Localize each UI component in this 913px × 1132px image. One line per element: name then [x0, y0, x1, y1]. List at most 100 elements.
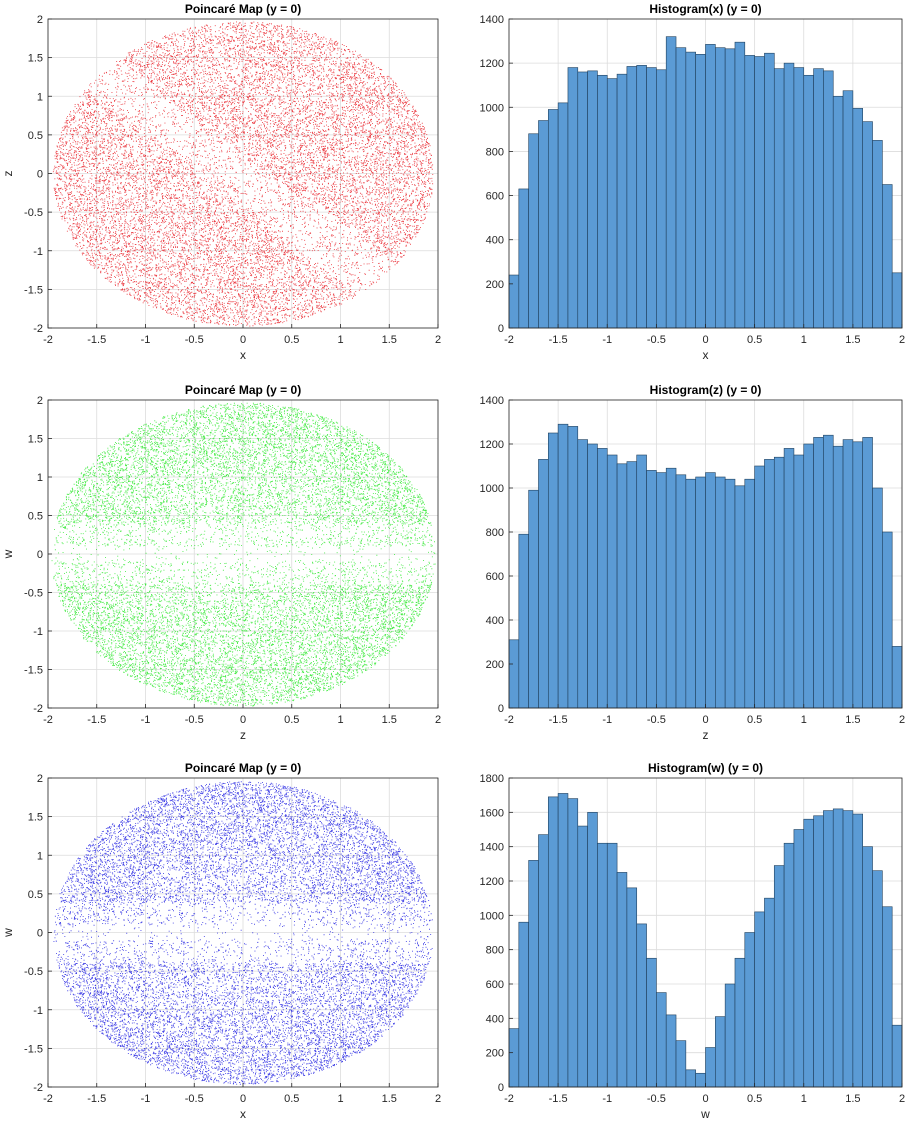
- histogram-bar: [616, 463, 628, 709]
- histogram-bar: [793, 829, 805, 1088]
- x-tick-label: -0.5: [647, 334, 666, 346]
- x-tick-label: 1: [801, 714, 807, 726]
- y-tick-label: -0.5: [24, 588, 43, 600]
- x-tick-label: -0.5: [185, 334, 204, 346]
- x-tick-label: 0: [240, 714, 246, 726]
- x-tick-label: 2: [435, 1093, 441, 1105]
- y-tick-label: -1: [33, 246, 43, 258]
- y-tick-label: 1200: [480, 439, 504, 451]
- histogram-bar: [852, 441, 863, 709]
- y-tick-label: 0.5: [28, 511, 43, 523]
- chart-panel-2: -2 -1.5 -1 -0.5 0 0.5 1 1.5 2 0 200 400 600 800 1000 12…: [480, 2, 906, 362]
- x-tick-label: -0.5: [185, 1093, 204, 1105]
- histogram-bar: [754, 465, 765, 709]
- histogram-bar: [636, 454, 647, 709]
- histogram-bar: [616, 73, 628, 329]
- histogram-bar: [783, 62, 795, 329]
- chart-panel-6: -2 -1.5 -1 -0.5 0 0.5 1 1.5 2 0 200 400 600 800 1000 12…: [480, 761, 906, 1121]
- x-tick-label: -2: [43, 334, 53, 346]
- y-tick-label: 1: [37, 850, 43, 862]
- histogram-bar: [842, 90, 854, 329]
- x-tick-label: 2: [899, 1093, 905, 1105]
- y-tick-label: 2: [37, 14, 43, 26]
- y-tick-label: 200: [486, 1048, 504, 1060]
- histogram-bar: [508, 639, 520, 709]
- y-tick-label: 800: [486, 527, 504, 539]
- histogram-bar: [754, 56, 765, 329]
- y-tick-label: -1.5: [24, 1043, 43, 1055]
- x-axis-label: z: [703, 728, 709, 742]
- x-tick-label: 0: [240, 334, 246, 346]
- x-axis-label: x: [240, 348, 246, 362]
- y-tick-label: -1.5: [24, 284, 43, 296]
- chart-panel-5: -2 -1.5 -1 -0.5 0 0.5 1 1.5 2 -2 -1.5 -1 -0.5 0 0.5 1 1.…: [1, 761, 441, 1121]
- x-tick-label: 1: [337, 334, 343, 346]
- x-tick-label: -2: [504, 714, 514, 726]
- histogram-bar: [518, 533, 529, 709]
- x-tick-label: 2: [899, 714, 905, 726]
- x-axis-label: z: [240, 728, 246, 742]
- histogram-bar: [764, 52, 775, 329]
- histogram-bar: [508, 274, 520, 329]
- y-tick-label: 400: [486, 1013, 504, 1025]
- y-tick-label: 1400: [480, 14, 504, 26]
- histogram-bar: [616, 872, 628, 1088]
- histogram-bar: [715, 476, 726, 709]
- histogram-bar: [665, 36, 677, 329]
- y-tick-label: 0: [37, 928, 43, 940]
- histogram-bar: [646, 957, 657, 1088]
- y-tick-label: 1000: [480, 910, 504, 922]
- x-tick-label: -0.5: [647, 714, 666, 726]
- histogram-bar: [528, 860, 539, 1088]
- histogram-bar: [832, 95, 844, 329]
- histogram-bar: [577, 71, 588, 329]
- histogram-bar: [882, 906, 893, 1088]
- histogram-bar: [547, 109, 559, 329]
- y-tick-label: -1.5: [24, 665, 43, 677]
- histogram-bar: [764, 897, 775, 1088]
- histogram-bar: [754, 911, 765, 1088]
- histogram-bar: [567, 426, 579, 709]
- y-tick-label: 0: [498, 703, 504, 715]
- histogram-bar: [734, 957, 746, 1088]
- y-tick-label: 0: [37, 549, 43, 561]
- y-tick-label: 1400: [480, 395, 504, 407]
- histogram-bar: [813, 437, 824, 709]
- histogram-bar: [783, 842, 795, 1088]
- histogram-bar: [656, 992, 667, 1088]
- histogram-bar: [695, 476, 706, 709]
- y-tick-label: 0.5: [28, 130, 43, 142]
- histogram-bar: [675, 1040, 687, 1088]
- histogram-bar: [813, 815, 824, 1088]
- y-tick-label: -2: [33, 323, 43, 335]
- x-tick-label: -1.5: [87, 1093, 106, 1105]
- chart-panel-4: -2 -1.5 -1 -0.5 0 0.5 1 1.5 2 0 200 400 600 800 1000 12…: [480, 383, 906, 742]
- histogram-bar: [803, 443, 814, 709]
- histogram-bar: [852, 813, 863, 1088]
- y-tick-label: -2: [33, 1082, 43, 1094]
- histogram-bar: [606, 454, 618, 709]
- histogram-bar: [538, 459, 549, 709]
- histogram-bar: [587, 443, 598, 709]
- x-tick-label: -1: [141, 1093, 151, 1105]
- histogram-bar: [606, 842, 618, 1088]
- x-tick-label: 0.5: [747, 334, 762, 346]
- histogram-bar: [872, 870, 883, 1088]
- x-tick-label: -1: [602, 334, 612, 346]
- histogram-bar: [724, 48, 736, 329]
- histogram-bar: [823, 810, 834, 1088]
- x-tick-label: -2: [504, 334, 514, 346]
- histogram-bar: [744, 55, 755, 329]
- histogram-bar: [744, 478, 755, 709]
- y-tick-label: 600: [486, 571, 504, 583]
- scatter-points: [51, 402, 436, 707]
- histogram-bar: [872, 487, 883, 709]
- x-tick-label: 1.5: [845, 334, 860, 346]
- x-tick-label: 0.5: [284, 714, 299, 726]
- x-tick-label: 2: [899, 334, 905, 346]
- histogram-bar: [626, 66, 638, 329]
- y-tick-label: 1.5: [28, 812, 43, 824]
- x-tick-label: 1: [337, 1093, 343, 1105]
- x-tick-label: 1: [337, 714, 343, 726]
- y-tick-label: 800: [486, 945, 504, 957]
